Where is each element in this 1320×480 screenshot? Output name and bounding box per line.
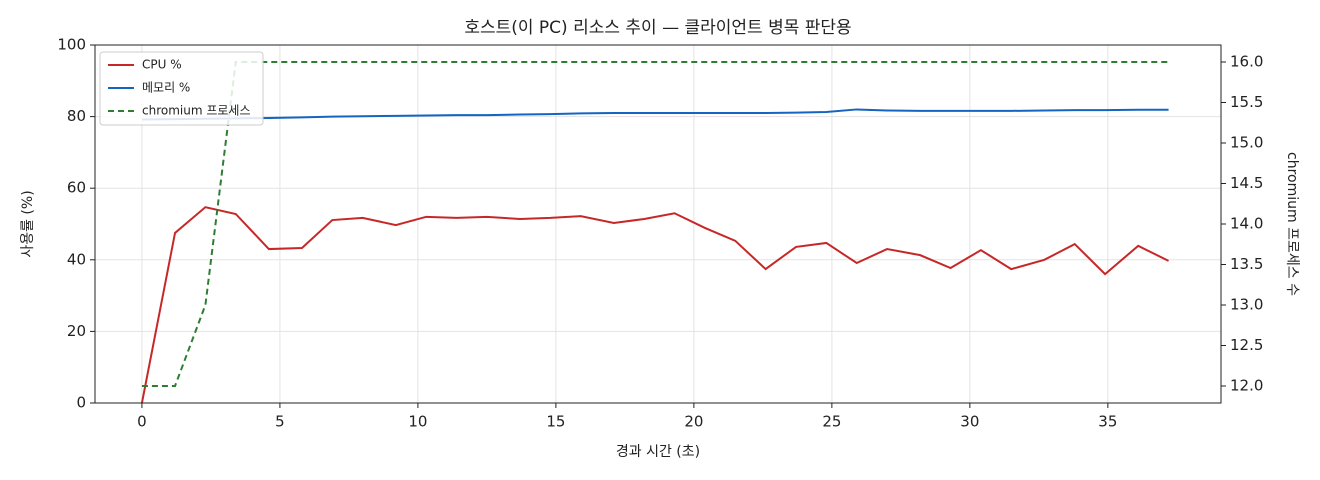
chart-title: 호스트(이 PC) 리소스 추이 — 클라이언트 병목 판단용 <box>464 18 851 38</box>
x-tick-label: 15 <box>546 413 565 431</box>
legend-label: CPU % <box>142 58 182 72</box>
x-axis-label: 경과 시간 (초) <box>616 444 700 460</box>
grid <box>95 44 1221 404</box>
y2-tick-label: 13.5 <box>1230 255 1263 273</box>
series-line <box>141 108 1169 121</box>
x-tick-label: 30 <box>960 413 979 431</box>
x-tick-label: 25 <box>822 413 841 431</box>
x-tick-label: 35 <box>1098 413 1117 431</box>
y-tick-label: 100 <box>57 36 86 54</box>
y2-axis-label: chromium 프로세스 수 <box>1284 152 1300 296</box>
series-line <box>140 206 1170 404</box>
y2-tick-label: 12.5 <box>1230 336 1263 354</box>
legend-box <box>99 51 264 126</box>
x-tick-label: 0 <box>137 413 147 431</box>
y-tick-label: 0 <box>76 394 86 412</box>
legend: CPU % 메모리 % chromium 프로세스 <box>99 51 264 126</box>
y-tick-label: 80 <box>67 107 86 125</box>
y-tick-label: 60 <box>67 179 86 197</box>
y2-tick-label: 14.5 <box>1230 174 1263 192</box>
y2-tick-label: 12.0 <box>1230 376 1263 394</box>
y2-tick-label: 15.0 <box>1230 134 1263 152</box>
y-tick-label: 20 <box>67 322 86 340</box>
x-tick-label: 5 <box>275 413 285 431</box>
legend-label: chromium 프로세스 <box>142 104 251 118</box>
series-line <box>141 61 1169 387</box>
y2-tick-label: 14.0 <box>1230 215 1263 233</box>
plot-frame <box>94 44 1222 404</box>
y-tick-label: 40 <box>67 250 86 268</box>
legend-label: 메모리 % <box>142 81 190 95</box>
x-tick-label: 20 <box>684 413 703 431</box>
y2-tick-label: 16.0 <box>1230 53 1263 71</box>
y-axis-label: 사용률 (%) <box>20 190 36 257</box>
x-tick-label: 10 <box>408 413 427 431</box>
y2-tick-label: 15.5 <box>1230 93 1263 111</box>
y2-tick-label: 13.0 <box>1230 295 1263 313</box>
